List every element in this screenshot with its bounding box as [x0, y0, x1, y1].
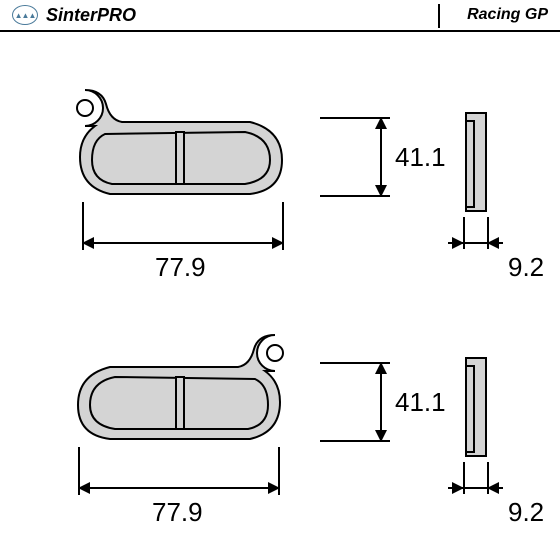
diagram-content: 41.1 77.9 9.2 [0, 32, 560, 560]
brake-pad-top-front [50, 82, 310, 232]
brand-name: SinterPRO [46, 5, 136, 26]
dim-height-bottom: 41.1 [395, 387, 446, 418]
brake-pad-bottom-front [50, 327, 310, 477]
dim-arrow-down-icon [375, 430, 387, 442]
header-bar: ▲▲▲ SinterPRO Racing GP [0, 0, 560, 32]
dim-arrow-right-icon [452, 237, 464, 249]
dim-line-horizontal [82, 242, 284, 244]
dim-width-top: 77.9 [155, 252, 206, 283]
dim-arrow-up-icon [375, 362, 387, 374]
dim-arrow-left-icon [82, 237, 94, 249]
dim-height-top: 41.1 [395, 142, 446, 173]
logo-section: ▲▲▲ SinterPRO [12, 5, 136, 26]
dim-arrow-right-icon [452, 482, 464, 494]
dim-arrow-right-icon [268, 482, 280, 494]
brand-logo-icon: ▲▲▲ [12, 5, 38, 25]
dim-arrow-down-icon [375, 185, 387, 197]
header-divider [438, 4, 440, 28]
dim-thickness-bottom: 9.2 [508, 497, 544, 528]
dim-arrow-left-icon [487, 482, 499, 494]
dim-line-horizontal [78, 487, 280, 489]
dim-thickness-top: 9.2 [508, 252, 544, 283]
brake-pad-top-side [465, 112, 487, 212]
product-name: Racing GP [467, 6, 548, 24]
dim-arrow-left-icon [78, 482, 90, 494]
dim-width-bottom: 77.9 [152, 497, 203, 528]
dim-arrow-left-icon [487, 237, 499, 249]
dim-arrow-up-icon [375, 117, 387, 129]
dim-arrow-right-icon [272, 237, 284, 249]
brake-pad-bottom-side [465, 357, 487, 457]
